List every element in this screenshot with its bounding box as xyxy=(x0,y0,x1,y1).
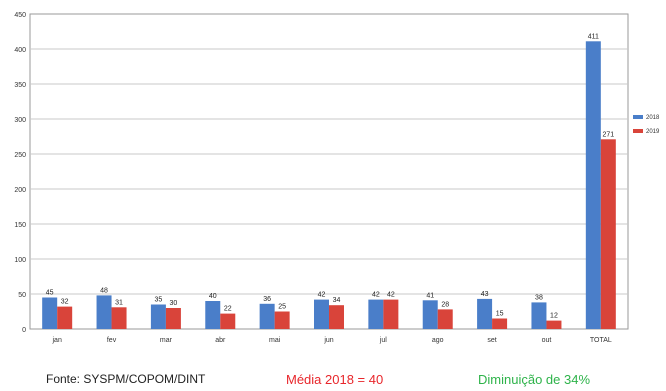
bar-2018-set xyxy=(477,298,493,329)
average-note: Média 2018 = 40 xyxy=(286,372,384,387)
bar-2019-TOTAL xyxy=(600,139,616,329)
legend-label: 2018 xyxy=(646,115,660,121)
legend-swatch xyxy=(633,129,643,133)
bar-2019-ago xyxy=(437,309,453,329)
bar-2018-jun xyxy=(314,299,329,329)
x-tick-label: abr xyxy=(215,337,226,344)
bar-2019-mar xyxy=(165,308,181,329)
bar-2019-abr xyxy=(220,313,236,329)
bar-2019-mai xyxy=(274,311,290,329)
bar-2018-mar xyxy=(150,304,166,329)
x-tick-label: set xyxy=(487,337,496,344)
bar-2018-ago xyxy=(422,300,438,329)
value-label: 34 xyxy=(333,297,341,304)
bar-2019-set xyxy=(492,318,508,329)
value-label: 22 xyxy=(224,306,232,313)
x-tick-label: jan xyxy=(52,337,62,344)
value-label: 25 xyxy=(278,304,286,311)
value-label: 30 xyxy=(170,300,178,307)
bar-2018-mai xyxy=(259,303,275,329)
x-tick-label: TOTAL xyxy=(590,337,612,344)
legend-swatch xyxy=(633,115,643,119)
bar-2018-out xyxy=(531,302,547,329)
value-label: 32 xyxy=(61,299,69,306)
value-label: 12 xyxy=(550,313,558,320)
value-label: 42 xyxy=(318,292,326,299)
legend-label: 2019 xyxy=(646,129,660,135)
bar-2019-jun xyxy=(329,305,344,329)
y-axis: 0 50 100 150 200 250 300 350 400 450 xyxy=(14,12,26,334)
y-tick-label: 150 xyxy=(14,222,26,229)
y-tick-label: 0 xyxy=(22,327,26,334)
bar-2018-TOTAL xyxy=(585,41,601,330)
bar-2019-jul xyxy=(383,299,399,329)
x-tick-label: mar xyxy=(160,337,173,344)
value-label: 40 xyxy=(209,293,217,300)
x-axis: jan fev mar abr mai jun jul ago set out TOTAL xyxy=(52,337,612,344)
y-tick-label: 100 xyxy=(14,257,26,264)
y-tick-label: 450 xyxy=(14,12,26,19)
bar-2019-jan xyxy=(57,306,73,329)
x-tick-label: jun xyxy=(323,337,333,344)
value-label: 31 xyxy=(115,299,123,306)
x-tick-label: fev xyxy=(107,337,117,344)
bar-2019-out xyxy=(546,320,562,329)
bar-2018-abr xyxy=(205,301,221,329)
bar-2018-jan xyxy=(42,297,58,329)
source-note: Fonte: SYSPM/COPOM/DINT xyxy=(46,372,206,386)
plot-frame xyxy=(29,13,629,330)
value-label: 15 xyxy=(496,311,504,318)
value-label: 41 xyxy=(426,292,434,299)
value-label: 35 xyxy=(155,297,163,304)
value-label: 42 xyxy=(387,292,395,299)
bar-2018-fev xyxy=(96,295,112,329)
value-label: 38 xyxy=(535,294,543,301)
decrease-note: Diminuição de 34% xyxy=(478,372,591,387)
y-tick-label: 50 xyxy=(18,292,26,299)
gridlines xyxy=(29,13,629,330)
value-label: 48 xyxy=(100,287,108,294)
y-tick-label: 300 xyxy=(14,117,26,124)
value-label: 28 xyxy=(441,301,449,308)
legend: 2018 2019 xyxy=(633,115,660,135)
value-label: 45 xyxy=(46,290,54,297)
y-tick-label: 350 xyxy=(14,82,26,89)
value-label: 411 xyxy=(588,33,599,40)
y-tick-label: 200 xyxy=(14,187,26,194)
value-labels: 45 48 35 40 36 42 42 41 43 38 411 32 31 30 22 25 34 42 28 1… xyxy=(46,33,614,319)
x-tick-label: mai xyxy=(269,337,281,344)
bar-2018-jul xyxy=(368,299,384,329)
bars xyxy=(42,41,616,330)
value-label: 42 xyxy=(372,292,380,299)
x-tick-label: out xyxy=(542,337,552,344)
x-tick-label: jul xyxy=(379,337,387,344)
value-label: 36 xyxy=(263,296,271,303)
value-label: 271 xyxy=(602,131,614,138)
y-tick-label: 250 xyxy=(14,152,26,159)
x-tick-label: ago xyxy=(432,337,444,344)
bar-2019-fev xyxy=(111,307,127,329)
y-tick-label: 400 xyxy=(14,47,26,54)
value-label: 43 xyxy=(481,291,489,298)
